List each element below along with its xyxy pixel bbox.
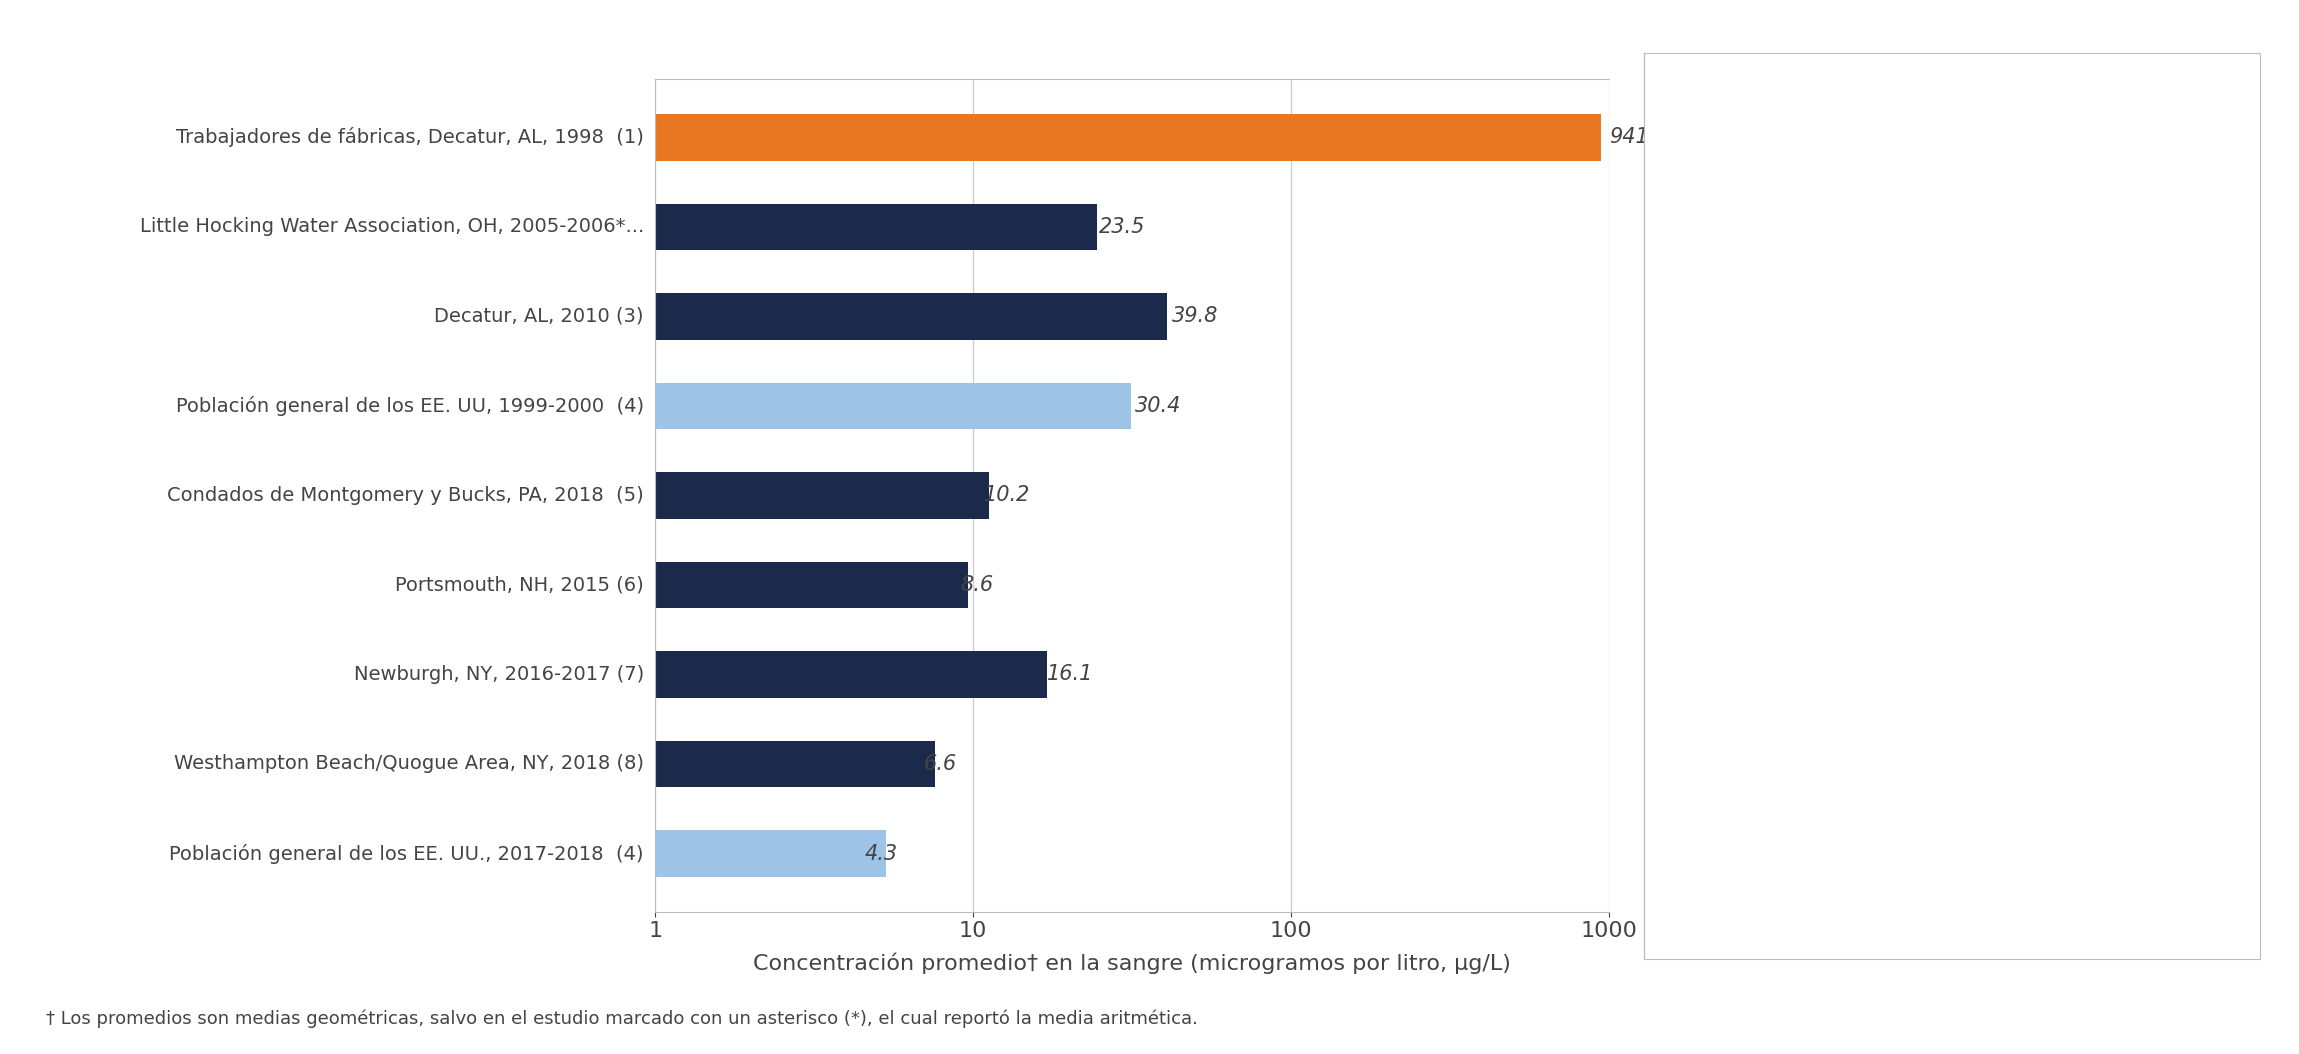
Text: Población general de los EE. UU., 2017-2018  (4): Población general de los EE. UU., 2017-2… — [170, 843, 644, 863]
Bar — [655, 472, 989, 519]
Text: 23.5: 23.5 — [1099, 217, 1145, 237]
Text: 4.3: 4.3 — [864, 843, 899, 863]
Text: 8.6: 8.6 — [961, 574, 993, 594]
Text: 10.2: 10.2 — [984, 486, 1030, 505]
Bar — [655, 562, 968, 608]
Text: Exposición laboral: Exposición laboral — [1775, 864, 1940, 882]
Text: 941: 941 — [1609, 128, 1648, 148]
Bar — [655, 114, 1600, 160]
Text: 30.4: 30.4 — [1136, 396, 1182, 416]
Bar — [655, 203, 1097, 250]
Text: Little Hocking Water Association, OH, 2005-2006*...: Little Hocking Water Association, OH, 20… — [140, 217, 644, 236]
Bar — [655, 293, 1168, 339]
Text: † Los promedios son medias geométricas, salvo en el estudio marcado con un aster: † Los promedios son medias geométricas, … — [46, 1009, 1198, 1028]
Bar — [655, 651, 1048, 698]
Text: 16.1: 16.1 — [1046, 664, 1094, 684]
Text: Portsmouth, NH, 2015 (6): Portsmouth, NH, 2015 (6) — [395, 575, 644, 594]
X-axis label: Concentración promedio† en la sangre (microgramos por litro, μg/L): Concentración promedio† en la sangre (mi… — [754, 953, 1510, 974]
Bar — [1690, 721, 1747, 786]
Text: Población de los EE. UU.: Población de los EE. UU. — [1775, 625, 1993, 643]
Bar — [655, 831, 885, 877]
Text: Newburgh, NY, 2016-2017 (7): Newburgh, NY, 2016-2017 (7) — [354, 665, 644, 684]
Text: 6.6: 6.6 — [924, 754, 956, 774]
Text: Westhampton Beach/Quogue Area, NY, 2018 (8): Westhampton Beach/Quogue Area, NY, 2018 … — [175, 755, 644, 774]
Bar — [655, 383, 1131, 429]
Text: Comunidad expuesta: Comunidad expuesta — [1775, 745, 1966, 763]
Bar — [655, 741, 936, 787]
Text: Trabajadores de fábricas, Decatur, AL, 1998  (1): Trabajadores de fábricas, Decatur, AL, 1… — [177, 128, 644, 148]
Text: PFOS: PFOS — [1754, 266, 2150, 393]
Text: Población general de los EE. UU, 1999-2000  (4): Población general de los EE. UU, 1999-20… — [175, 396, 644, 416]
Bar — [1690, 841, 1747, 906]
Text: Condados de Montgomery y Bucks, PA, 2018  (5): Condados de Montgomery y Bucks, PA, 2018… — [168, 486, 644, 505]
Text: Decatur, AL, 2010 (3): Decatur, AL, 2010 (3) — [435, 307, 644, 326]
Bar — [1690, 602, 1747, 667]
Text: 39.8: 39.8 — [1172, 307, 1218, 327]
